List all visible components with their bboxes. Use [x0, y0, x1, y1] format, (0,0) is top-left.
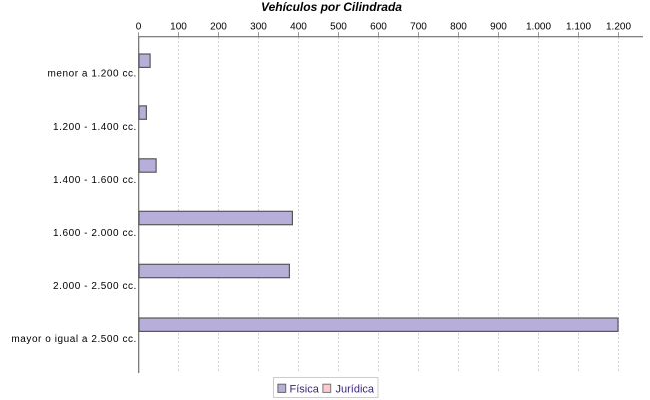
svg-text:Vehículos por Cilindrada: Vehículos por Cilindrada: [261, 0, 402, 14]
svg-text:1.400 - 1.600 cc.: 1.400 - 1.600 cc.: [53, 175, 137, 186]
svg-text:600: 600: [370, 21, 387, 32]
svg-text:400: 400: [290, 21, 307, 32]
svg-text:500: 500: [330, 21, 347, 32]
svg-text:100: 100: [170, 21, 187, 32]
svg-text:Jurídica: Jurídica: [336, 383, 375, 395]
svg-text:menor a 1.200 cc.: menor a 1.200 cc.: [47, 68, 136, 79]
svg-text:300: 300: [250, 21, 267, 32]
svg-text:200: 200: [210, 21, 227, 32]
svg-text:2.000 - 2.500 cc.: 2.000 - 2.500 cc.: [53, 281, 137, 292]
svg-text:1.600 - 2.000 cc.: 1.600 - 2.000 cc.: [53, 228, 137, 239]
svg-text:Física: Física: [290, 383, 320, 395]
svg-text:mayor o igual a 2.500 cc.: mayor o igual a 2.500 cc.: [11, 334, 136, 345]
svg-text:1.100: 1.100: [566, 21, 591, 32]
svg-text:1.000: 1.000: [526, 21, 551, 32]
svg-text:700: 700: [410, 21, 427, 32]
svg-text:0: 0: [136, 21, 142, 32]
svg-text:1.200: 1.200: [606, 21, 631, 32]
svg-text:900: 900: [490, 21, 507, 32]
svg-text:800: 800: [450, 21, 467, 32]
svg-text:1.200 - 1.400 cc.: 1.200 - 1.400 cc.: [53, 122, 137, 133]
